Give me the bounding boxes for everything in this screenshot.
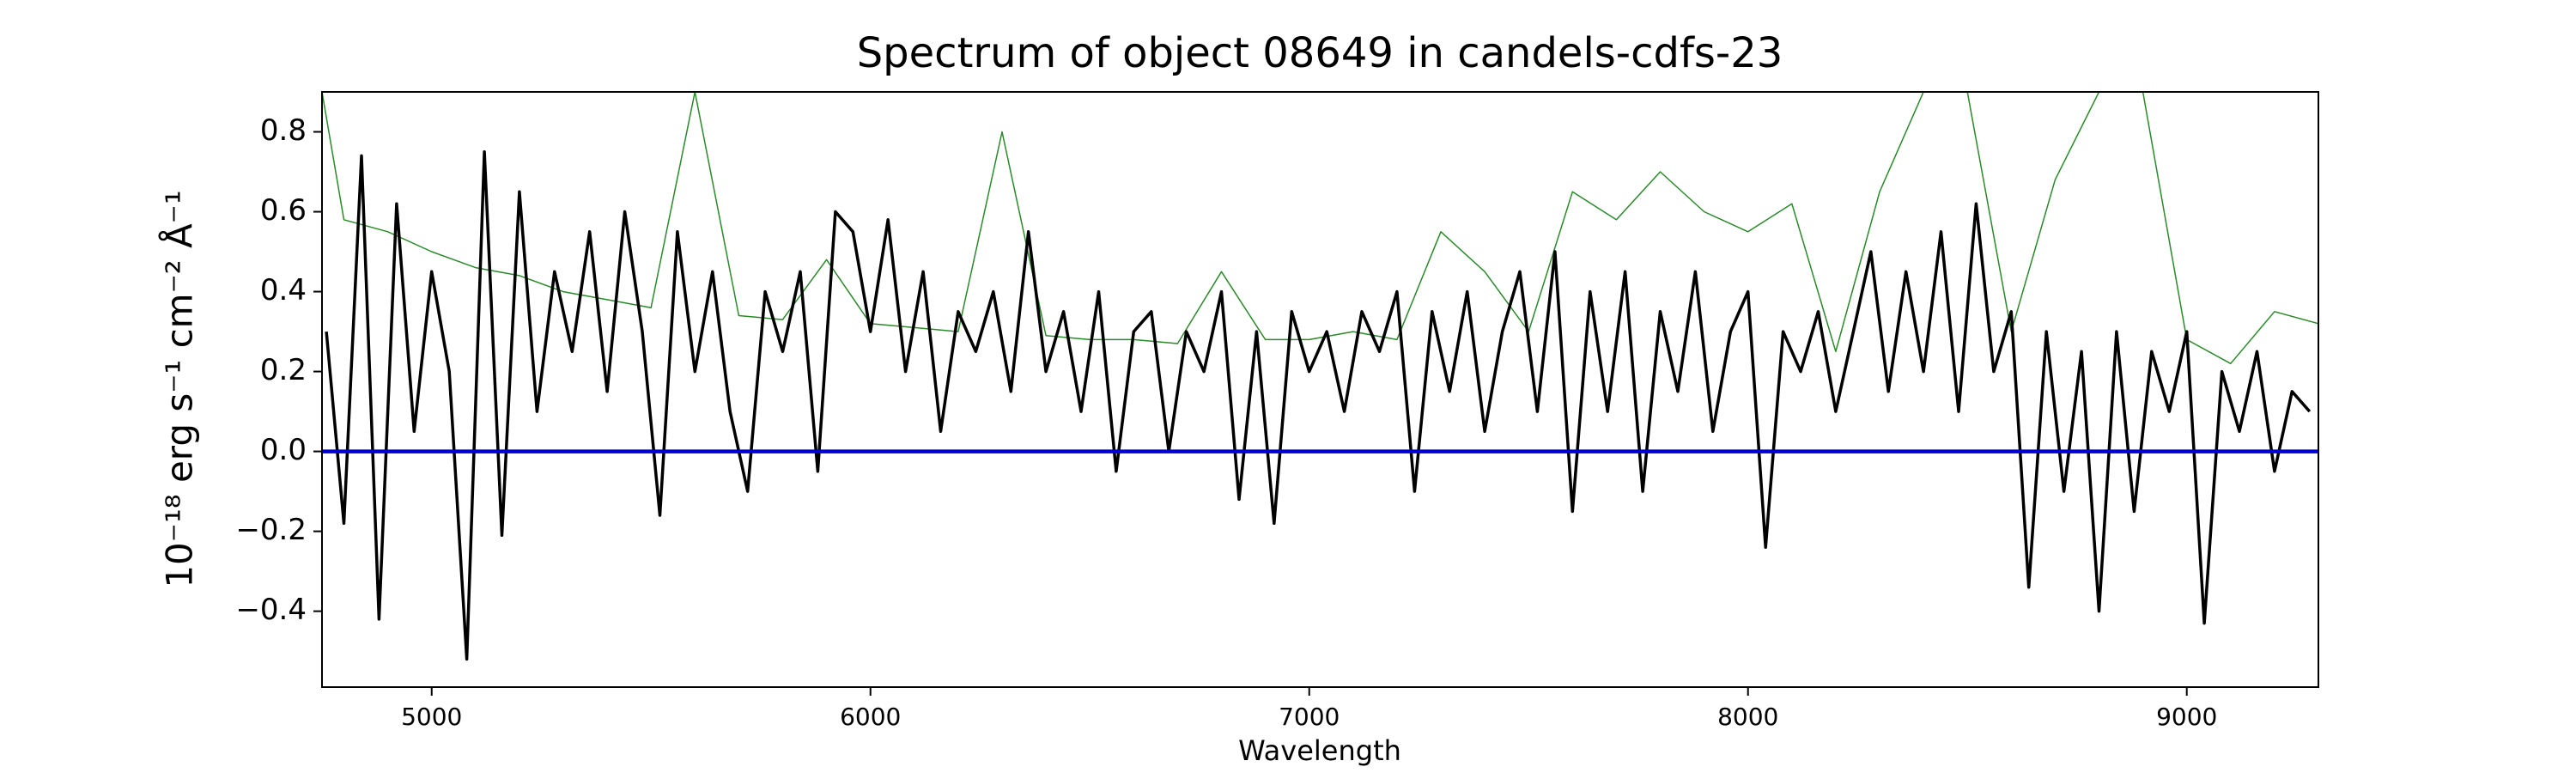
y-tick-label: −0.4	[235, 593, 307, 627]
y-tick-label: 0.6	[260, 193, 307, 228]
y-tick-label: 0.2	[260, 353, 307, 387]
x-tick-label: 5000	[401, 703, 462, 731]
y-tick-label: 0.8	[260, 113, 307, 148]
spectrum-line	[325, 150, 2312, 661]
y-tick-label: 0.0	[260, 433, 307, 467]
x-axis-label: Wavelength	[1238, 734, 1401, 767]
x-tick-label: 9000	[2156, 703, 2217, 731]
x-tick-label: 7000	[1279, 703, 1340, 731]
y-axis-label: 10⁻¹⁸ erg s⁻¹ cm⁻² Å⁻¹	[158, 190, 201, 587]
y-tick-label: 0.4	[260, 273, 307, 307]
spectrum-line	[322, 92, 2318, 365]
x-tick-label: 8000	[1717, 703, 1778, 731]
y-tick-label: −0.2	[235, 513, 307, 547]
axes-frame	[321, 91, 2319, 688]
chart-title: Spectrum of object 08649 in candels-cdfs…	[857, 29, 1783, 77]
plot-area	[322, 92, 2318, 661]
x-tick-label: 6000	[840, 703, 901, 731]
